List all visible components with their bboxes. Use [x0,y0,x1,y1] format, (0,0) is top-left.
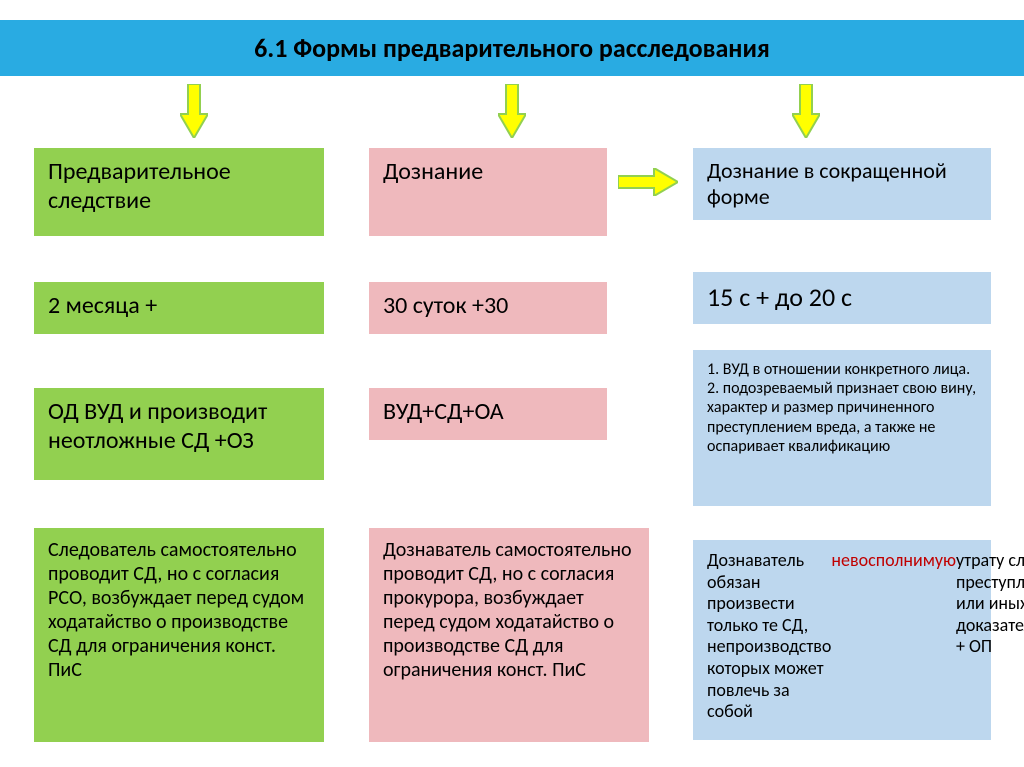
col1-description: Следователь самостоятельно проводит СД, … [34,528,324,742]
col2-title: Дознание [369,148,607,236]
col3-title: Дознание в сокращенной форме [693,148,991,220]
col3-conditions: 1. ВУД в отношении конкретного лица.2. п… [693,350,991,506]
arrow-down-2 [498,84,526,138]
col2-description: Дознаватель самостоятельно проводит СД, … [369,528,649,742]
col1-actions: ОД ВУД и производит неотложные СД +ОЗ [34,388,324,480]
arrow-down-1 [180,84,208,138]
arrow-right-1 [618,168,678,196]
col2-actions: ВУД+СД+ОА [369,388,607,440]
col1-title: Предварительное следствие [34,148,324,236]
col3-description: Дознаватель обязан произвести только те … [693,540,991,740]
col2-duration: 30 суток +30 [369,282,607,334]
slide-title: 6.1 Формы предварительного расследования [0,20,1024,76]
col1-duration: 2 месяца + [34,282,324,334]
col3-duration: 15 с + до 20 с [693,272,991,324]
arrow-down-3 [792,84,820,138]
